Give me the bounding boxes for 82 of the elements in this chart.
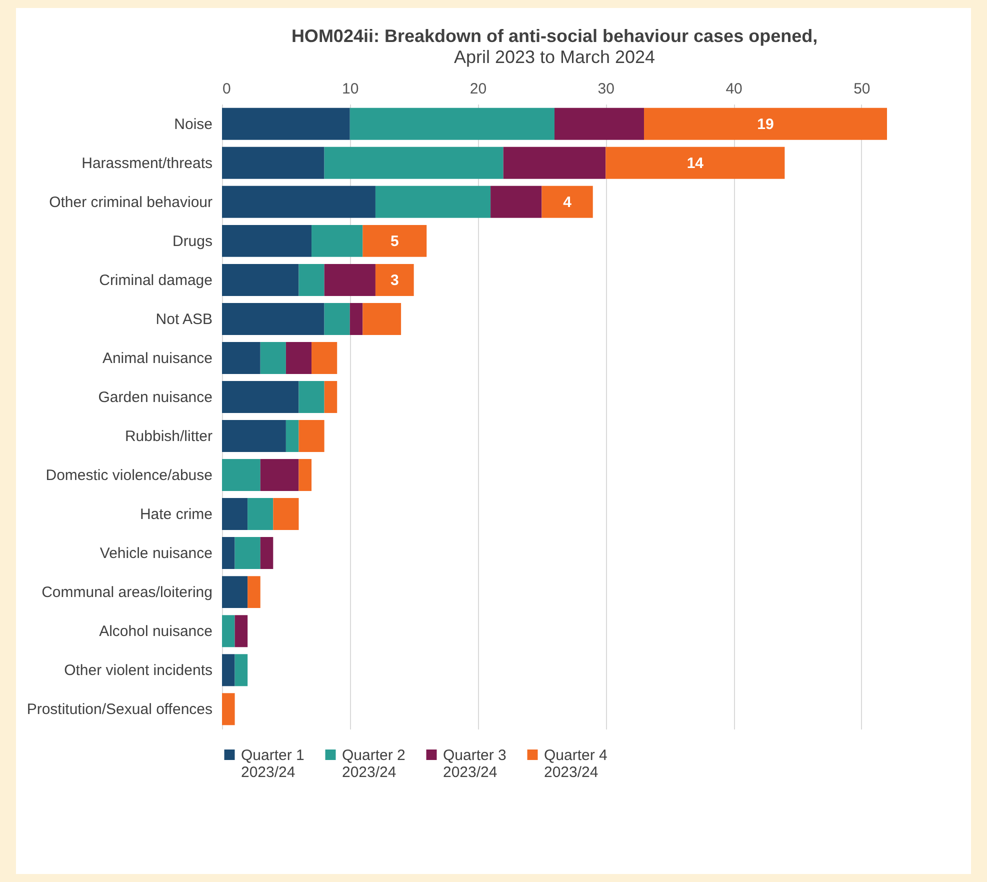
y-tick-label: Garden nuisance xyxy=(98,388,212,406)
legend-label: Quarter 2 2023/24 xyxy=(342,746,406,781)
legend-label: Quarter 4 2023/24 xyxy=(544,746,608,781)
bar xyxy=(222,108,350,140)
data-label: 4 xyxy=(563,194,572,211)
x-tick-label: 10 xyxy=(342,80,359,98)
bar xyxy=(222,420,286,452)
bar xyxy=(644,108,887,140)
chart-title: HOM024ii: Breakdown of anti-social behaviour cases opened, xyxy=(291,26,818,46)
bar xyxy=(234,615,248,648)
bar xyxy=(222,264,299,296)
bar xyxy=(273,498,299,530)
bar xyxy=(606,146,785,179)
y-tick-label: Other violent incidents xyxy=(64,662,212,680)
bar xyxy=(298,459,312,492)
legend-label: Quarter 3 2023/24 xyxy=(443,746,506,781)
bar xyxy=(260,459,299,492)
y-tick-label: Hate crime xyxy=(140,506,212,524)
y-tick-label: Harassment/threats xyxy=(82,154,212,172)
y-tick-label: Communal areas/loitering xyxy=(42,584,212,602)
x-tick-label: 0 xyxy=(222,80,231,98)
bar xyxy=(234,654,248,686)
y-tick-label: Criminal damage xyxy=(99,272,212,289)
data-label: 14 xyxy=(686,154,704,172)
bar xyxy=(350,108,554,140)
bar xyxy=(234,537,260,570)
bar xyxy=(298,381,324,413)
legend-label: Quarter 1 2023/24 xyxy=(241,746,304,781)
x-tick-label: 20 xyxy=(470,80,487,98)
bar xyxy=(260,537,274,570)
bar xyxy=(362,302,402,335)
bar xyxy=(222,654,235,686)
bar xyxy=(350,302,363,335)
bar xyxy=(324,381,338,413)
bar xyxy=(222,615,235,648)
bar xyxy=(298,420,324,452)
y-tick-label: Not ASB xyxy=(156,310,212,328)
bar xyxy=(362,224,427,257)
y-tick-label: Vehicle nuisance xyxy=(100,545,212,562)
bar xyxy=(490,186,542,218)
x-tick-label: 30 xyxy=(598,80,614,98)
bar xyxy=(222,498,248,530)
x-tick-label: 40 xyxy=(726,80,742,98)
y-tick-label: Domestic violence/abuse xyxy=(46,467,212,484)
y-tick-label: Alcohol nuisance xyxy=(99,623,212,640)
bar xyxy=(222,342,260,374)
bar xyxy=(286,420,299,452)
bar xyxy=(222,186,376,218)
bar xyxy=(324,146,504,179)
bar xyxy=(222,537,235,570)
bar xyxy=(222,381,299,413)
bar xyxy=(222,302,324,335)
y-tick-label: Prostitution/Sexual offences xyxy=(26,701,212,718)
data-label: 19 xyxy=(757,116,774,133)
bar xyxy=(222,224,312,257)
bar xyxy=(375,186,491,218)
bar xyxy=(375,264,414,296)
data-label: 5 xyxy=(390,232,399,250)
bar xyxy=(248,576,260,608)
bar xyxy=(312,224,363,257)
y-tick-label: Rubbish/litter xyxy=(124,428,212,446)
bar xyxy=(298,264,324,296)
bar xyxy=(248,498,274,530)
bar xyxy=(260,342,286,374)
y-tick-label: Noise xyxy=(174,116,212,133)
data-label: 3 xyxy=(390,272,399,289)
y-tick-label: Other criminal behaviour xyxy=(49,194,212,211)
x-tick-label: 50 xyxy=(854,80,870,98)
bar xyxy=(222,693,235,726)
y-tick-label: Animal nuisance xyxy=(102,350,212,367)
y-tick-label: Drugs xyxy=(172,232,212,250)
bar xyxy=(222,459,260,492)
bar xyxy=(286,342,312,374)
bar xyxy=(312,342,338,374)
bar xyxy=(554,108,644,140)
bar xyxy=(503,146,606,179)
bar xyxy=(324,302,350,335)
bar xyxy=(222,146,324,179)
chart-subtitle: April 2023 to March 2024 xyxy=(454,47,656,67)
bar xyxy=(222,576,248,608)
bar xyxy=(324,264,376,296)
bar xyxy=(542,186,593,218)
